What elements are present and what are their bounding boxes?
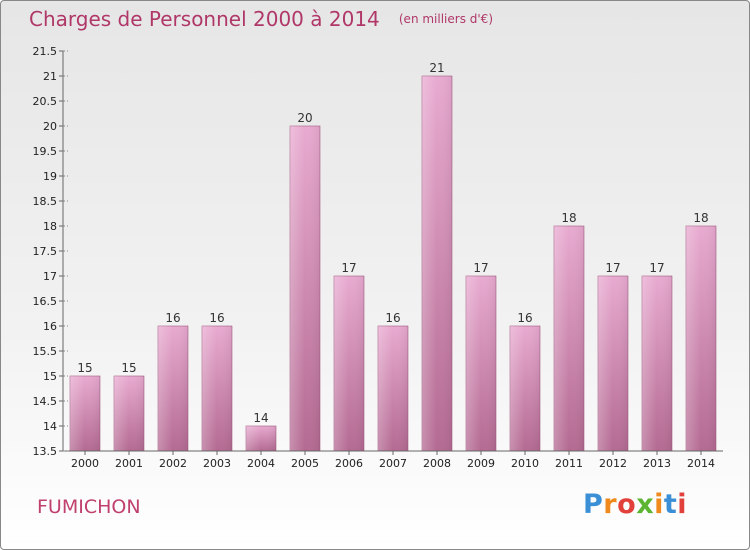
axes-group: [59, 50, 723, 455]
data-label-2011: 18: [561, 211, 576, 225]
bar-shade-2001: [114, 376, 144, 451]
x-tick-label-2000: 2000: [71, 457, 99, 470]
logo-letter: P: [583, 489, 604, 520]
data-label-2014: 18: [693, 211, 708, 225]
logo-letter: i: [654, 489, 664, 520]
logo-letter: r: [603, 489, 618, 520]
labels-group: 15 2000 15 2001 16 2002 16 2003 14 2004 20 2005 17 20…: [33, 45, 716, 470]
y-tick-label: 13.5: [33, 445, 58, 458]
y-tick-label: 14: [43, 420, 57, 433]
x-tick-label-2012: 2012: [599, 457, 627, 470]
bar-shade-2005: [290, 126, 320, 451]
bar-shade-2006: [334, 276, 364, 451]
x-tick-label-2011: 2011: [555, 457, 583, 470]
bar-shade-2014: [686, 226, 716, 451]
y-tick-label: 14.5: [33, 395, 58, 408]
bar-shade-2011: [554, 226, 584, 451]
x-tick-label-2004: 2004: [247, 457, 275, 470]
logo-letter: t: [663, 489, 678, 520]
x-tick-label-2005: 2005: [291, 457, 319, 470]
y-tick-label: 19.5: [33, 145, 58, 158]
bar-shade-2002: [158, 326, 188, 451]
proxiti-logo[interactable]: Proxiti: [583, 489, 687, 520]
x-tick-label-2008: 2008: [423, 457, 451, 470]
x-tick-label-2007: 2007: [379, 457, 407, 470]
data-label-2004: 14: [253, 411, 268, 425]
data-label-2003: 16: [209, 311, 224, 325]
data-label-2000: 15: [77, 361, 92, 375]
x-tick-label-2001: 2001: [115, 457, 143, 470]
y-tick-label: 16.5: [33, 295, 58, 308]
data-label-2006: 17: [341, 261, 356, 275]
x-tick-label-2002: 2002: [159, 457, 187, 470]
logo-letter: x: [636, 489, 655, 520]
y-tick-label: 15: [43, 370, 57, 383]
bar-shade-2013: [642, 276, 672, 451]
data-label-2010: 16: [517, 311, 532, 325]
data-label-2007: 16: [385, 311, 400, 325]
data-label-2013: 17: [649, 261, 664, 275]
logo-letter: i: [677, 489, 688, 520]
y-tick-label: 20: [43, 120, 57, 133]
x-tick-label-2014: 2014: [687, 457, 715, 470]
chart-title: Charges de Personnel 2000 à 2014: [29, 7, 380, 31]
data-label-2008: 21: [429, 61, 444, 75]
y-tick-label: 20.5: [33, 95, 58, 108]
x-tick-label-2006: 2006: [335, 457, 363, 470]
y-tick-label: 18: [43, 220, 57, 233]
y-tick-label: 21: [43, 70, 57, 83]
data-label-2012: 17: [605, 261, 620, 275]
data-label-2005: 20: [297, 111, 312, 125]
y-tick-label: 15.5: [33, 345, 58, 358]
y-tick-label: 19: [43, 170, 57, 183]
bar-shade-2009: [466, 276, 496, 451]
y-tick-label: 21.5: [33, 45, 58, 58]
bar-shade-2008: [422, 76, 452, 451]
logo-letter: o: [617, 489, 637, 520]
y-tick-label: 17: [43, 270, 57, 283]
x-tick-label-2010: 2010: [511, 457, 539, 470]
data-label-2001: 15: [121, 361, 136, 375]
data-label-2009: 17: [473, 261, 488, 275]
y-tick-label: 18.5: [33, 195, 58, 208]
bar-shade-2007: [378, 326, 408, 451]
x-tick-label-2013: 2013: [643, 457, 671, 470]
commune-name: FUMICHON: [37, 496, 141, 518]
bar-shade-2004: [246, 426, 276, 451]
data-label-2002: 16: [165, 311, 180, 325]
chart-header: Charges de Personnel 2000 à 2014 (en mil…: [29, 7, 493, 31]
chart-subtitle: (en milliers d'€): [398, 12, 493, 26]
y-tick-label: 17.5: [33, 245, 58, 258]
bar-shade-2010: [510, 326, 540, 451]
y-tick-label: 16: [43, 320, 57, 333]
bar-shade-2000: [70, 376, 100, 451]
bar-shade-2012: [598, 276, 628, 451]
x-tick-label-2003: 2003: [203, 457, 231, 470]
x-tick-label-2009: 2009: [467, 457, 495, 470]
bar-shade-2003: [202, 326, 232, 451]
bars-group: [69, 75, 717, 452]
